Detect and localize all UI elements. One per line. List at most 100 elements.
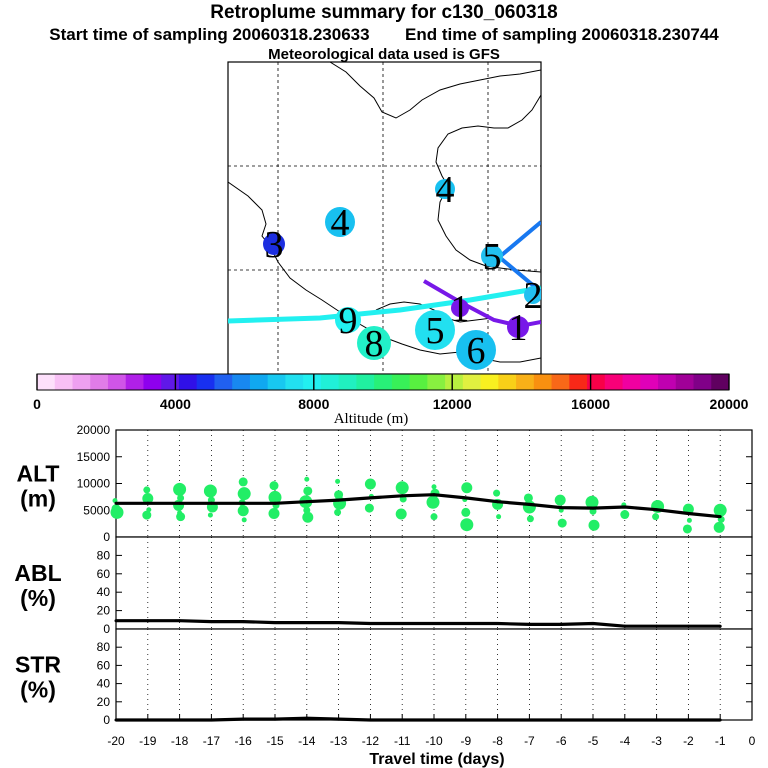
map-day-label: 4	[331, 202, 350, 244]
map-day-dot	[263, 233, 285, 255]
colorbar-swatch	[711, 374, 730, 390]
altitude-scatter-point	[461, 482, 473, 494]
altitude-scatter-point	[335, 478, 341, 484]
map-day-dot	[507, 316, 529, 338]
map-day-label: 1	[509, 307, 528, 349]
series-point	[464, 621, 468, 625]
y-axis-label: (m)	[20, 486, 56, 512]
colorbar-swatch	[587, 374, 606, 390]
colorbar-swatch	[249, 374, 269, 390]
y-tick-label: 20000	[77, 423, 111, 437]
series-line	[116, 619, 721, 628]
altitude-scatter-point	[395, 508, 407, 520]
y-tick-label: 40	[97, 585, 111, 599]
colorbar-tick-label: 0	[33, 396, 41, 412]
series-point	[178, 619, 182, 623]
series-point	[686, 624, 690, 628]
altitude-scatter-point	[430, 513, 438, 521]
colorbar-swatch	[391, 374, 411, 390]
series-point	[655, 624, 659, 628]
y-tick-label: 0	[103, 713, 110, 727]
y-tick-label: 15000	[77, 450, 111, 464]
altitude-scatter-point	[557, 518, 567, 528]
series-point	[591, 621, 595, 625]
x-tick-label: -11	[394, 734, 411, 748]
colorbar-swatch	[107, 374, 127, 390]
colorbar-tick-label: 12000	[433, 396, 472, 412]
series-point	[432, 493, 436, 497]
altitude-scatter-point	[238, 477, 248, 487]
series-point	[718, 624, 722, 628]
colorbar-swatch	[409, 374, 428, 390]
altitude-scatter-point	[585, 495, 599, 509]
y-axis-label: STR	[15, 652, 61, 678]
series-point	[305, 621, 309, 625]
altitude-scatter-point	[268, 507, 280, 519]
x-tick-label: -9	[460, 734, 471, 748]
altitude-scatter-point	[426, 495, 440, 509]
series-point	[400, 494, 404, 498]
colorbar-swatch	[143, 374, 162, 390]
map-day-dot	[325, 207, 355, 237]
y-tick-label: 40	[97, 677, 111, 691]
colorbar-swatch	[516, 374, 535, 390]
colorbar-swatch	[267, 374, 286, 390]
series-point	[591, 506, 595, 510]
x-tick-label: -5	[588, 734, 599, 748]
colorbar-swatch	[72, 374, 91, 390]
end-time-label: End time of sampling 20060318.230744	[405, 25, 719, 44]
series-point	[655, 508, 659, 512]
altitude-scatter-point	[237, 487, 251, 501]
panel-abl: 0 20 40 60 80 ABL(%)	[14, 536, 753, 636]
altitude-scatter-point	[526, 515, 534, 523]
series-point	[496, 500, 500, 504]
colorbar-swatch	[445, 374, 464, 390]
colorbar-label: Altitude (m)	[334, 411, 409, 427]
x-tick-label: -3	[651, 734, 662, 748]
altitude-scatter-point	[268, 490, 282, 504]
altitude-scatter-point	[173, 482, 187, 496]
map-day-dot	[481, 245, 503, 267]
altitude-scatter-point	[142, 492, 154, 504]
colorbar-swatch	[54, 374, 73, 390]
trajectory-line	[496, 254, 541, 294]
colorbar-swatch	[285, 374, 304, 390]
altitude-scatter-point	[554, 494, 566, 506]
y-tick-label: 5000	[83, 503, 110, 517]
map-day-label: 1	[451, 288, 470, 330]
x-tick-label: -20	[107, 734, 125, 748]
altitude-scatter-point	[143, 486, 151, 494]
coastline-east	[435, 94, 541, 273]
x-axis-title: Travel time (days)	[369, 751, 504, 768]
map-day-dot	[451, 299, 469, 317]
altitude-scatter-point	[682, 524, 692, 534]
colorbar-swatch	[622, 374, 641, 390]
series-point	[686, 511, 690, 515]
series-point	[432, 621, 436, 625]
colorbar-swatch	[693, 374, 712, 390]
series-point	[623, 505, 627, 509]
trajectory-line	[228, 285, 541, 324]
colorbar-swatch	[161, 374, 180, 390]
altitude-scatter-point	[686, 517, 692, 523]
colorbar-swatch	[658, 374, 677, 390]
x-tick-label: -17	[203, 734, 221, 748]
colorbar-swatch	[569, 374, 588, 390]
series-line	[116, 493, 721, 519]
series-point	[273, 621, 277, 625]
y-axis-label: (%)	[20, 677, 56, 703]
map-day-dot	[524, 286, 541, 304]
altitude-scatter-point	[241, 517, 247, 523]
series-point	[209, 620, 213, 624]
colorbar-swatch	[196, 374, 215, 390]
y-tick-label: 80	[97, 640, 111, 654]
x-tick-label: -2	[683, 734, 694, 748]
altitude-scatter-point	[237, 505, 249, 517]
y-tick-label: 0	[103, 622, 110, 636]
island-outline	[375, 301, 493, 323]
series-point	[305, 500, 309, 504]
altitude-scatter-point	[269, 481, 279, 491]
series-point	[368, 621, 372, 625]
